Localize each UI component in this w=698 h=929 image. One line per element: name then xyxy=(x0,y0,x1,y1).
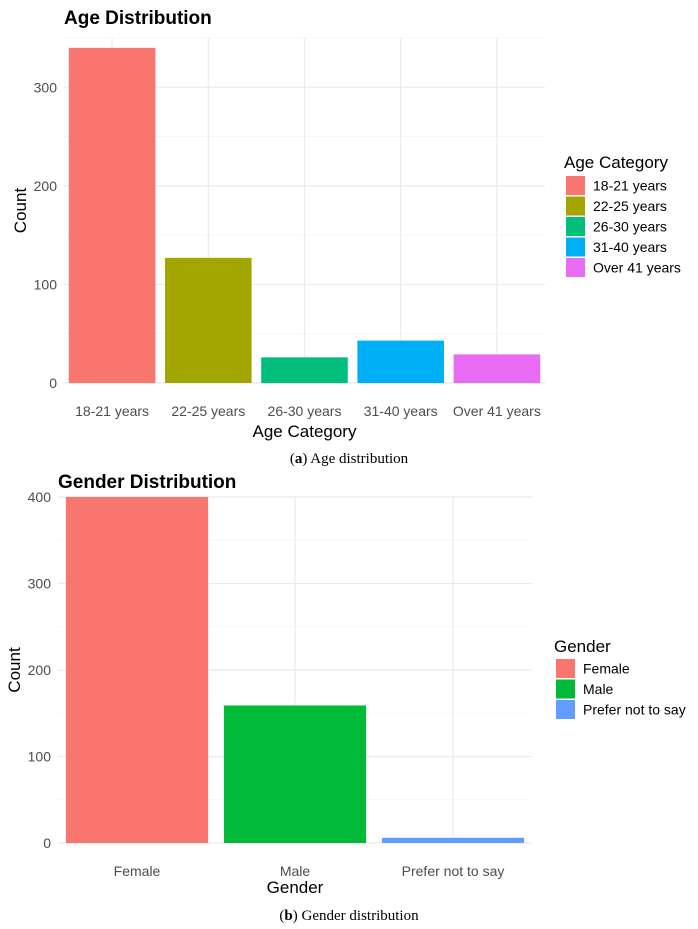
legend: Age Category 18-21 years 22-25 years 26-30 … xyxy=(564,153,681,277)
legend-label: Prefer not to say xyxy=(583,702,686,718)
chart-title: Age Distribution xyxy=(64,8,212,29)
legend-label: 18-21 years xyxy=(593,178,667,194)
legend-swatch xyxy=(566,258,585,277)
legend-title: Age Category xyxy=(564,153,668,172)
legend-swatch xyxy=(556,679,575,699)
x-tick-label: 18-21 years xyxy=(75,403,149,419)
chart-panel-1: Age Distribution 0 100 200 300 18-21 years 22-… xyxy=(11,8,681,467)
legend-label: Male xyxy=(583,681,614,697)
bar-22-25-years xyxy=(165,257,252,383)
bar-18-21-years xyxy=(68,47,156,383)
y-tick-label: 0 xyxy=(49,375,57,391)
x-axis-label: Age Category xyxy=(253,422,357,441)
legend-label: 26-30 years xyxy=(593,219,667,235)
y-tick-label: 0 xyxy=(43,835,51,851)
x-tick-label: 31-40 years xyxy=(364,403,438,419)
legend-label: 22-25 years xyxy=(593,198,667,214)
x-tick-label: 22-25 years xyxy=(171,403,245,419)
x-tick-label: 26-30 years xyxy=(268,403,342,419)
bar-female xyxy=(65,497,209,843)
x-tick-label: Prefer not to say xyxy=(402,863,505,879)
y-axis-label: Count xyxy=(11,188,30,234)
legend-label: Female xyxy=(583,661,630,677)
y-tick-label: 100 xyxy=(28,749,52,765)
y-tick-label: 400 xyxy=(28,489,52,505)
legend-label: Over 41 years xyxy=(593,260,681,276)
y-tick-label: 100 xyxy=(34,276,58,292)
bar-26-30-years xyxy=(261,357,348,383)
figure-caption: (a) Age distribution xyxy=(290,451,409,467)
legend-swatch xyxy=(566,176,585,195)
y-axis-label: Count xyxy=(5,647,24,693)
chart-panel-2: Gender Distribution 0 100 200 300 400 Female Ma… xyxy=(5,472,686,924)
y-tick-label: 300 xyxy=(34,79,58,95)
x-tick-label: Male xyxy=(280,863,311,879)
x-tick-label: Female xyxy=(114,863,161,879)
bar-31-40-years xyxy=(357,340,444,383)
legend-swatch xyxy=(566,217,585,236)
y-tick-label: 200 xyxy=(28,662,52,678)
bar-prefer-not-to-say xyxy=(381,837,525,843)
legend-title: Gender xyxy=(554,637,611,656)
legend-label: 31-40 years xyxy=(593,239,667,255)
bar-over-41-years xyxy=(453,354,541,383)
legend-swatch xyxy=(566,196,585,216)
legend-swatch xyxy=(566,237,585,257)
legend-swatch xyxy=(556,700,575,719)
x-tick-label: Over 41 years xyxy=(453,403,541,419)
legend: Gender Female Male Prefer not to say xyxy=(554,637,686,719)
chart-title: Gender Distribution xyxy=(58,472,236,493)
y-tick-label: 300 xyxy=(28,576,52,592)
figure-caption: (b) Gender distribution xyxy=(279,908,419,924)
y-tick-label: 200 xyxy=(34,178,58,194)
bar-male xyxy=(223,705,367,843)
legend-swatch xyxy=(556,659,575,678)
x-axis-label: Gender xyxy=(267,878,324,897)
